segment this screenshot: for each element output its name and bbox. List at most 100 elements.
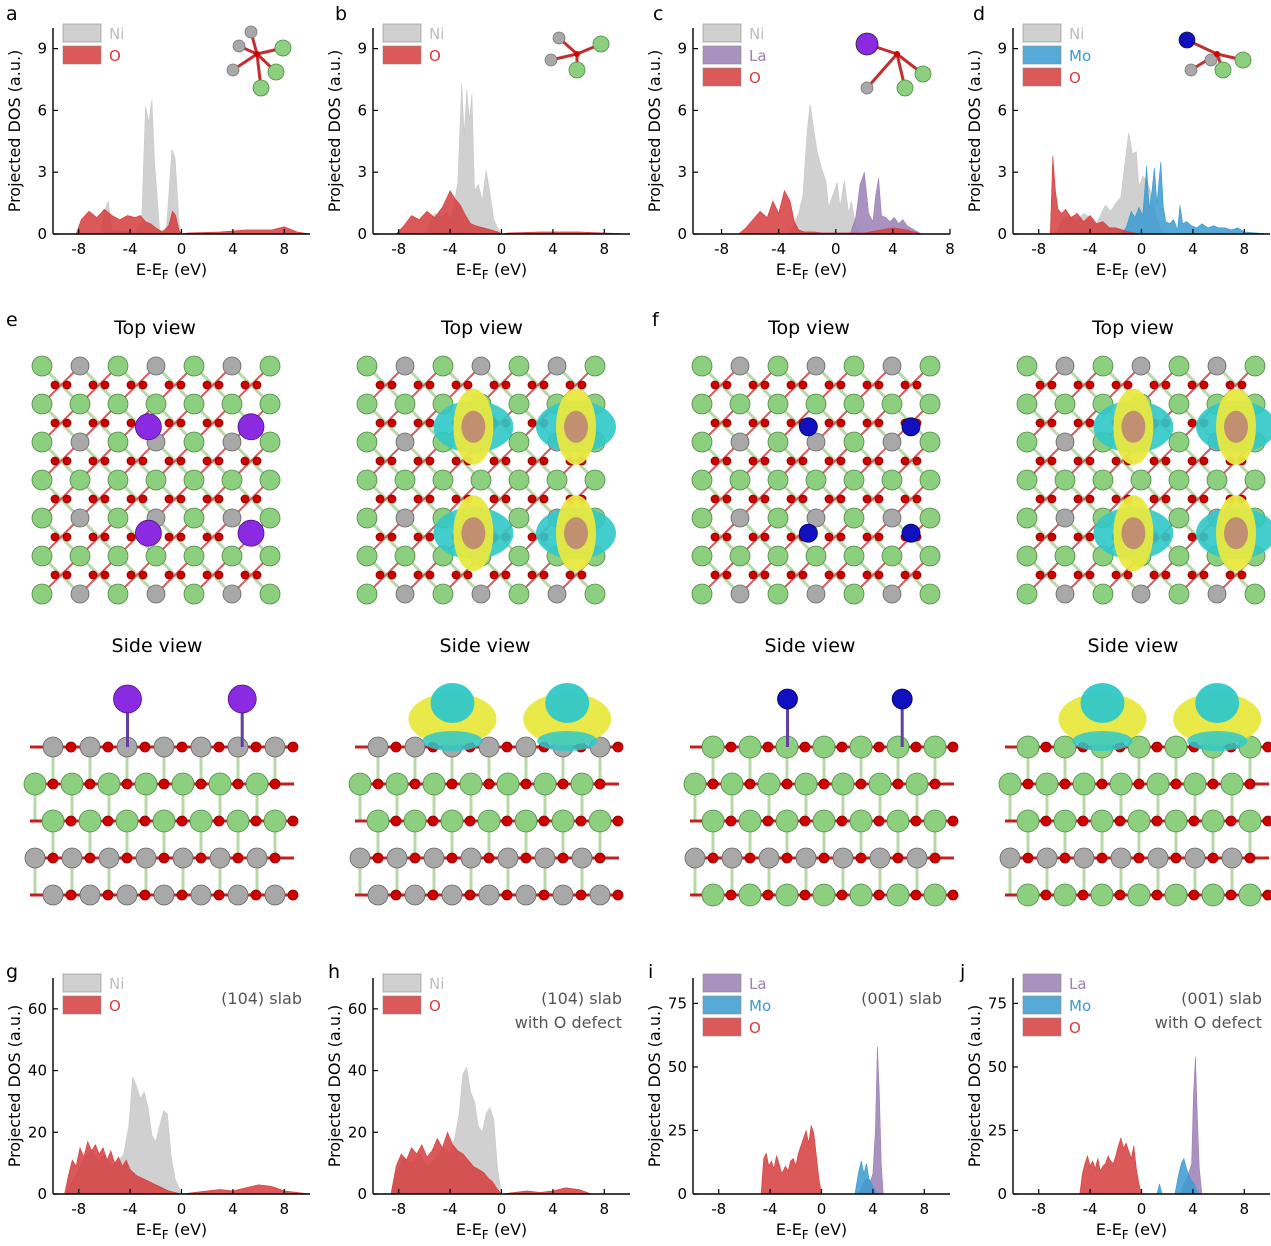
o-atom (139, 815, 151, 827)
o-atom (252, 456, 262, 466)
y-tick-label: 3 (997, 163, 1007, 181)
li-atom (691, 355, 713, 377)
legend-label-o: O (1069, 1019, 1081, 1037)
li-atom (767, 355, 789, 377)
o-atom (527, 494, 537, 504)
o-atom (425, 494, 435, 504)
o-atom (214, 494, 224, 504)
li-atom (1053, 883, 1077, 907)
li-atom (775, 883, 799, 907)
series-area-o (373, 1131, 630, 1195)
li-atom (31, 393, 53, 415)
ni-atom (70, 584, 90, 604)
o-atom (912, 570, 922, 580)
o-atom (1085, 532, 1095, 542)
ni-atom (515, 884, 537, 906)
li-atom (886, 809, 910, 833)
iso-core (564, 517, 588, 550)
series-area-mo (1013, 161, 1271, 235)
o-atom (413, 532, 423, 542)
li-atom (701, 735, 725, 759)
o-atom (760, 494, 770, 504)
li-atom (812, 809, 836, 833)
ni-atom (42, 736, 64, 758)
o-atom (100, 494, 110, 504)
inset-structure (226, 25, 292, 97)
o-atom (375, 494, 385, 504)
o-atom (722, 570, 732, 580)
legend-label-mo: Mo (1069, 47, 1091, 65)
x-tick-label: 0 (177, 240, 187, 258)
legend-swatch-o (702, 67, 742, 87)
li-atom (738, 809, 762, 833)
o-atom (527, 570, 537, 580)
o-atom (539, 456, 549, 466)
o-atom (387, 570, 397, 580)
o-atom (1262, 741, 1271, 753)
o-atom (760, 380, 770, 390)
o-atom (798, 456, 808, 466)
o-atom (176, 741, 188, 753)
li-atom (767, 507, 789, 529)
li-atom (881, 469, 903, 491)
o-atom (565, 380, 575, 390)
y-tick-label: 6 (677, 101, 687, 119)
o-atom (195, 778, 207, 790)
inset-li-atom (1214, 61, 1232, 79)
li-atom (1164, 735, 1188, 759)
chart-annotation: (104) slab (541, 989, 622, 1008)
o-atom (62, 418, 72, 428)
o-atom (501, 380, 511, 390)
o-atom (748, 456, 758, 466)
o-atom (1022, 778, 1034, 790)
ni-atom (471, 584, 491, 604)
o-atom (1047, 380, 1057, 390)
li-atom (107, 431, 129, 453)
li-atom (514, 809, 538, 833)
legend-swatch-ni (382, 973, 422, 993)
x-tick-label: -8 (1031, 240, 1046, 258)
o-atom (762, 815, 774, 827)
li-atom (775, 809, 799, 833)
o-atom (874, 532, 884, 542)
ni-atom (146, 584, 166, 604)
legend-swatch-mo (1022, 995, 1062, 1015)
legend-label-o: O (749, 1019, 761, 1037)
o-atom (427, 815, 439, 827)
o-atom (176, 570, 186, 580)
o-atom (862, 456, 872, 466)
o-atom (47, 852, 59, 864)
li-atom (843, 431, 865, 453)
ni-atom (806, 584, 826, 604)
li-atom (356, 431, 378, 453)
o-atom (126, 532, 136, 542)
ni-atom (547, 356, 567, 376)
o-atom (1187, 418, 1197, 428)
o-atom (88, 570, 98, 580)
structure-f-top-left: Top view f (652, 309, 941, 605)
series-area-ni (53, 100, 310, 235)
o-atom (100, 570, 110, 580)
o-atom (176, 494, 186, 504)
series-area-mo (1013, 1157, 1270, 1195)
legend: Ni O (62, 23, 124, 65)
ni-atom (547, 584, 567, 604)
o-atom (164, 456, 174, 466)
o-atom (760, 532, 770, 542)
li-atom (923, 735, 947, 759)
o-atom (824, 532, 834, 542)
o-atom (409, 778, 421, 790)
li-atom (152, 809, 176, 833)
li-atom (259, 507, 281, 529)
o-atom (1199, 380, 1209, 390)
legend-label-ni: Ni (109, 25, 124, 43)
x-tick-label: -4 (123, 240, 138, 258)
x-tick-label: 8 (1240, 240, 1250, 258)
li-atom (403, 809, 427, 833)
o-atom (451, 456, 461, 466)
y-tick-label: 0 (357, 1185, 367, 1203)
series-area-o (693, 189, 950, 235)
o-atom (158, 778, 170, 790)
isosurface (1196, 388, 1271, 465)
y-tick-label: 60 (348, 1000, 367, 1018)
